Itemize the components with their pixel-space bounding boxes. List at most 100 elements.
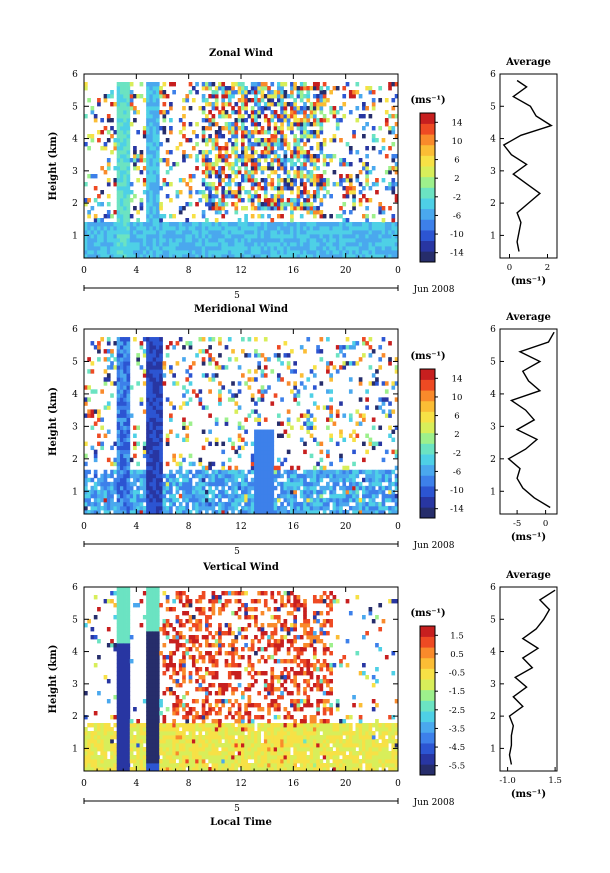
heatmap-cell	[149, 671, 154, 676]
heatmap-cell	[322, 509, 327, 515]
heatmap-cell	[149, 715, 154, 720]
colorbar-swatch	[420, 454, 435, 466]
heatmap-cell	[267, 429, 271, 434]
heatmap-cell	[123, 373, 127, 378]
heatmap-cell	[273, 242, 278, 247]
heatmap-cell	[286, 174, 291, 179]
heatmap-cell	[116, 449, 121, 455]
heatmap-cell	[191, 86, 196, 91]
heatmap-cell	[126, 599, 131, 604]
x-tick-label: 0	[395, 522, 401, 532]
heatmap-cell	[283, 110, 288, 115]
heatmap-cell	[260, 186, 265, 191]
heatmap-cell	[306, 90, 311, 95]
heatmap-cell	[234, 357, 239, 362]
heatmap-cell	[388, 473, 392, 479]
heatmap-cell	[185, 202, 190, 207]
heatmap-cell	[165, 246, 170, 251]
heatmap-cell	[201, 150, 206, 155]
heatmap-cell	[100, 246, 105, 251]
heatmap-cell	[110, 485, 114, 491]
heatmap-cell	[172, 214, 176, 219]
heatmap-cell	[322, 465, 327, 471]
heatmap-cell	[205, 198, 209, 203]
heatmap-cell	[254, 190, 258, 195]
colorbar-tick-label: -2	[453, 449, 461, 459]
heatmap-cell	[185, 501, 190, 507]
heatmap-cell	[123, 369, 127, 374]
heatmap-cell	[241, 90, 245, 95]
heatmap-cell	[175, 146, 180, 151]
heatmap-cell	[273, 226, 278, 231]
heatmap-cell	[165, 477, 170, 483]
heatmap-cell	[299, 473, 304, 479]
heatmap-cell	[368, 234, 373, 239]
heatmap-cell	[211, 122, 216, 127]
heatmap-cell	[155, 437, 160, 443]
heatmap-cell	[290, 102, 294, 107]
heatmap-cell	[126, 218, 131, 223]
heatmap-cell	[355, 473, 360, 479]
heatmap-cell	[326, 473, 330, 479]
heatmap-cell	[293, 162, 297, 167]
heatmap-cell	[201, 357, 206, 362]
heatmap-cell	[97, 433, 101, 438]
heatmap-cell	[139, 481, 144, 487]
heatmap-cell	[224, 110, 229, 115]
heatmap-cell	[381, 238, 386, 243]
heatmap-cell	[237, 254, 242, 259]
heatmap-cell	[332, 110, 337, 115]
heatmap-cell	[237, 98, 242, 103]
heatmap-cell	[123, 505, 127, 511]
heatmap-cell	[149, 373, 154, 378]
heatmap-cell	[260, 473, 265, 479]
heatmap-cell	[293, 469, 297, 475]
heatmap-cell	[276, 254, 281, 259]
heatmap-cell	[208, 465, 212, 471]
heatmap-cell	[90, 250, 95, 255]
heatmap-cell	[250, 497, 255, 503]
heatmap-cell	[119, 389, 124, 394]
heatmap-cell	[201, 505, 206, 511]
heatmap-cell	[345, 469, 350, 475]
heatmap-cell	[90, 735, 95, 740]
heatmap-cell	[149, 126, 154, 131]
heatmap-cell	[149, 393, 154, 398]
heatmap-cell	[142, 250, 147, 255]
heatmap-cell	[339, 162, 343, 167]
heatmap-cell	[384, 230, 389, 235]
heatmap-cell	[149, 341, 154, 346]
heatmap-cell	[260, 441, 265, 447]
heatmap-cell	[133, 154, 137, 159]
heatmap-cell	[159, 349, 163, 354]
heatmap-cell	[123, 98, 127, 103]
heatmap-cell	[106, 226, 111, 231]
heatmap-cell	[159, 345, 163, 350]
heatmap-cell	[309, 170, 314, 175]
heatmap-cell	[188, 497, 193, 503]
heatmap-cell	[119, 373, 124, 378]
heatmap-cell	[283, 170, 288, 175]
heatmap-cell	[90, 174, 95, 179]
heatmap-cell	[329, 377, 333, 382]
colorbar-swatch	[420, 134, 435, 146]
heatmap-cell	[152, 457, 157, 463]
heatmap-cell	[247, 238, 252, 243]
heatmap-cell	[250, 166, 255, 171]
heatmap-cell	[146, 715, 150, 720]
heatmap-cell	[93, 711, 98, 716]
heatmap-cell	[110, 739, 114, 744]
heatmap-cell	[136, 230, 140, 235]
heatmap-cell	[214, 194, 219, 199]
heatmap-cell	[169, 413, 173, 418]
x-tick-label: 8	[186, 522, 192, 532]
heatmap-cell	[191, 485, 196, 491]
heatmap-cell	[299, 86, 304, 91]
heatmap-cell	[335, 254, 340, 259]
heatmap-cell	[165, 162, 170, 167]
heatmap-cell	[371, 485, 376, 491]
heatmap-cell	[136, 210, 140, 215]
heatmap-cell	[263, 206, 268, 211]
heatmap-cell	[365, 218, 369, 223]
heatmap-cell	[191, 130, 196, 135]
